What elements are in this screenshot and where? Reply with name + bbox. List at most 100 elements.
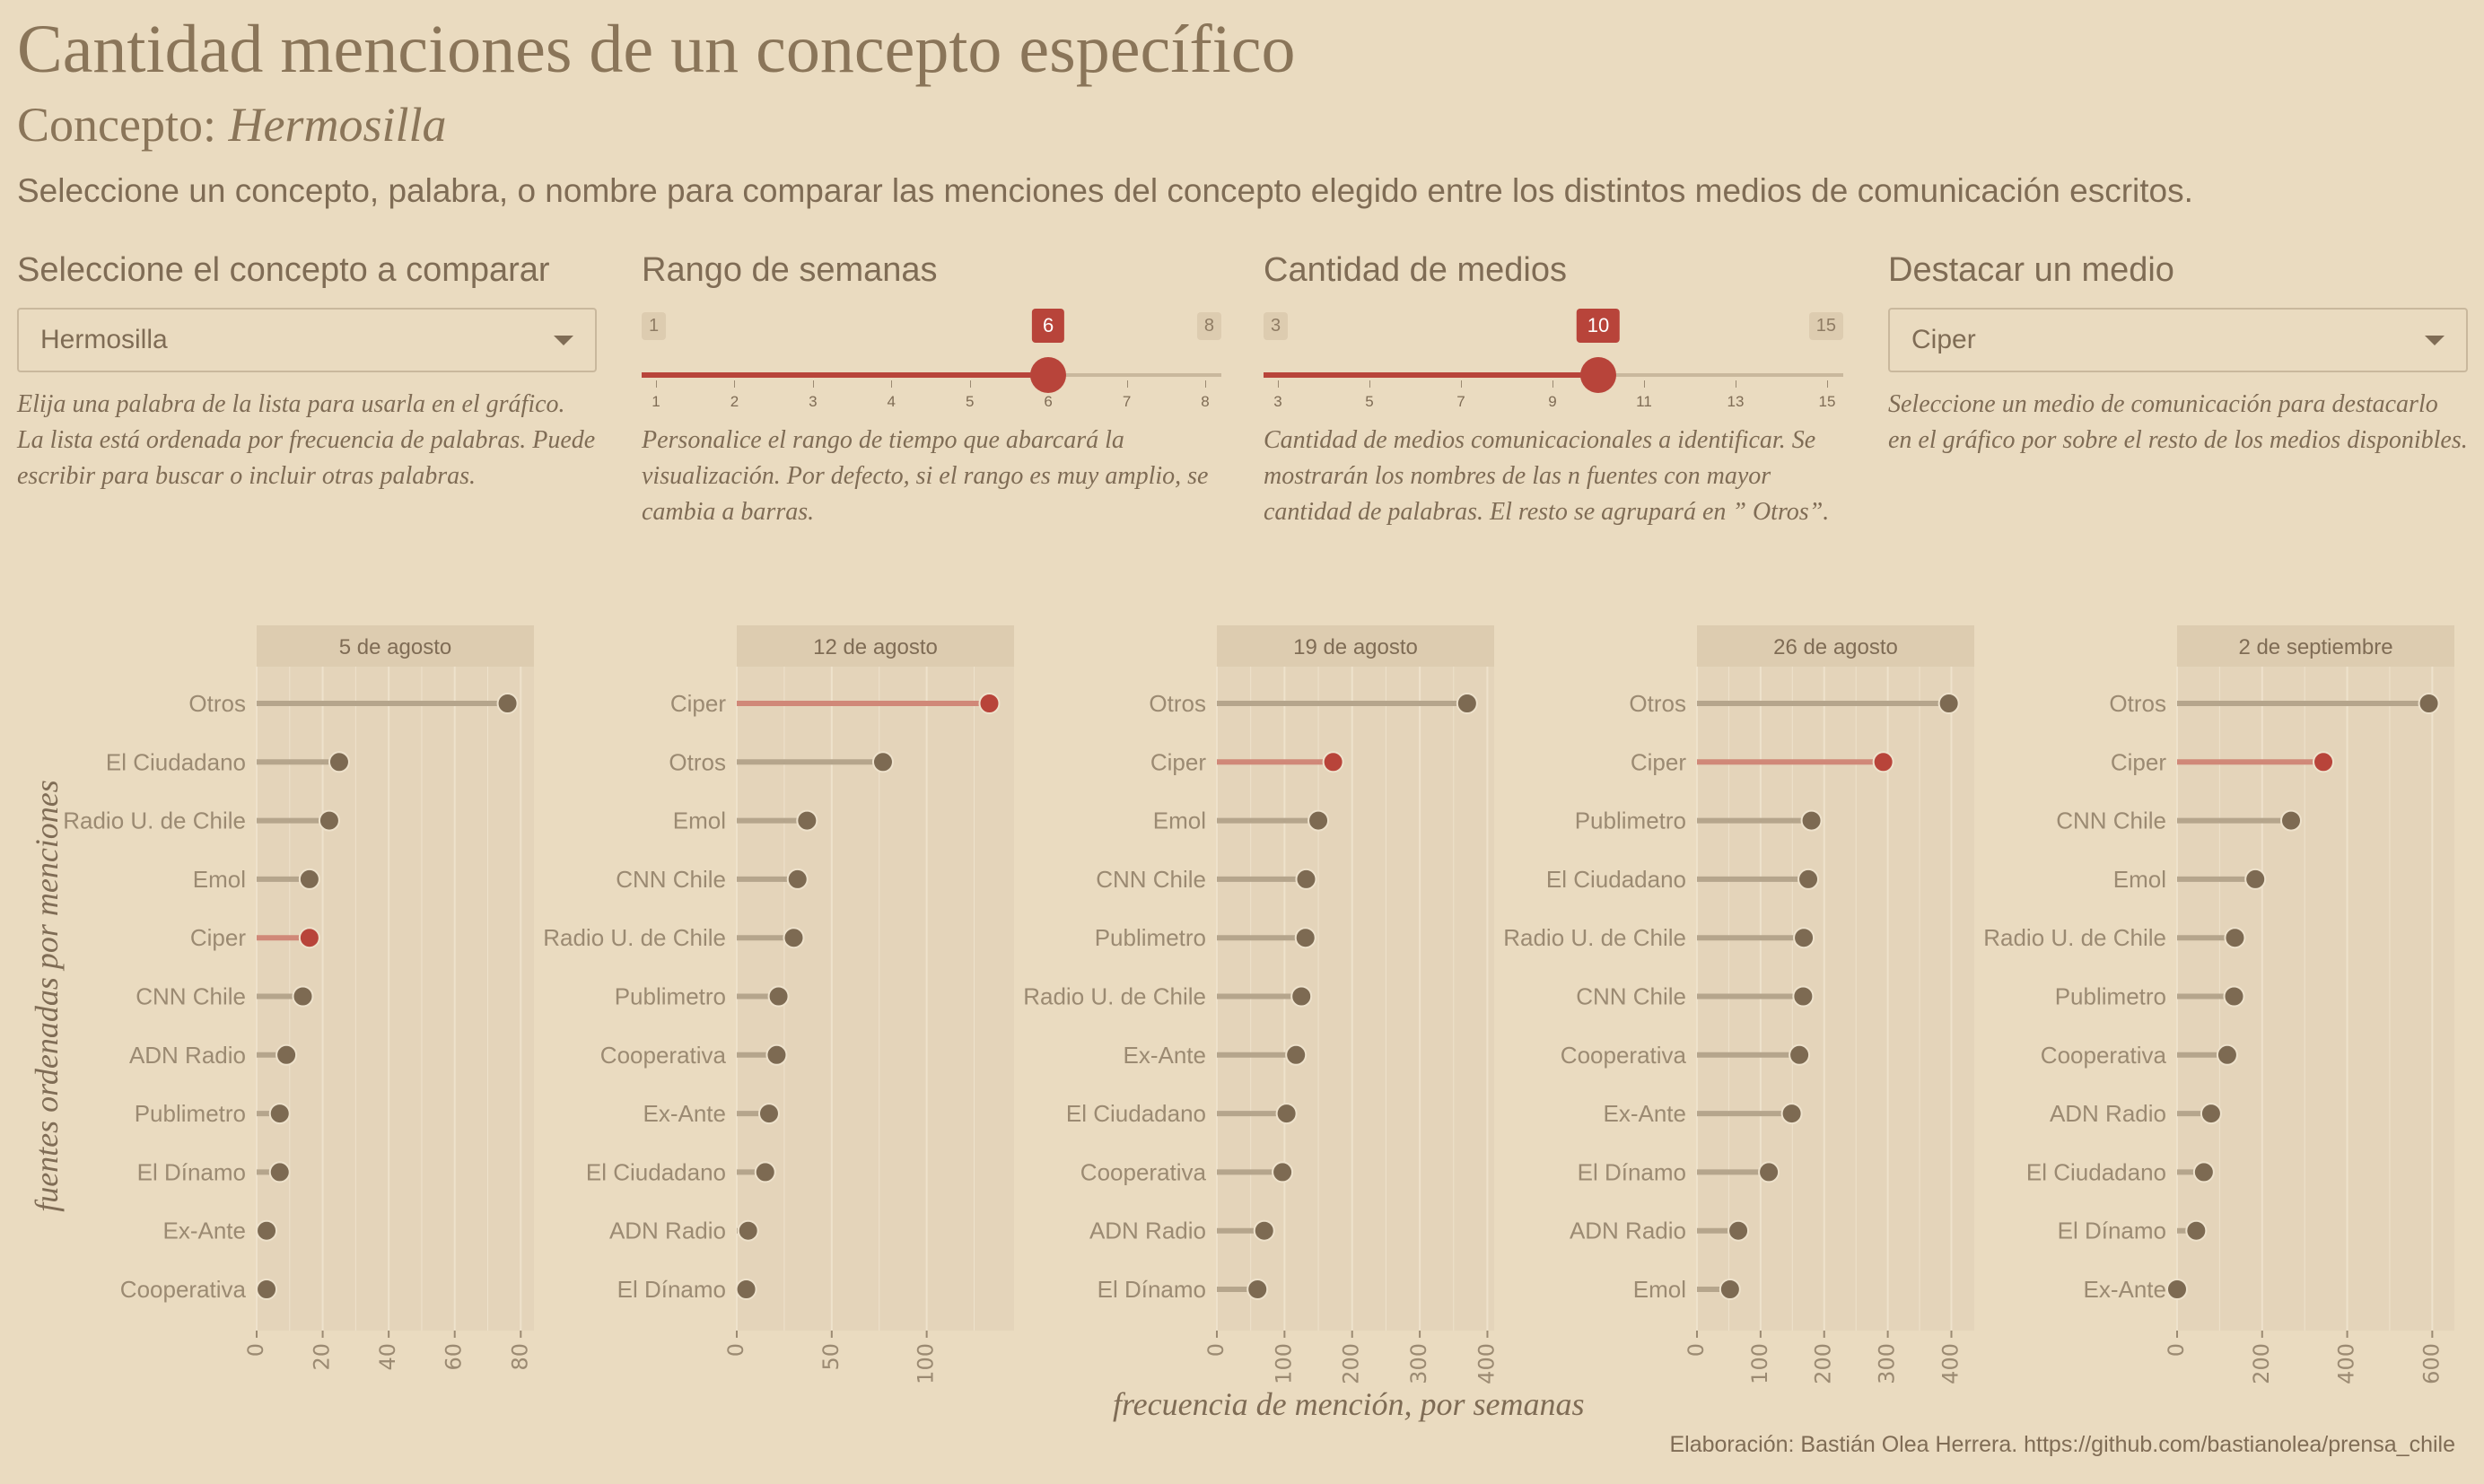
lollipop-point <box>1727 1219 1750 1242</box>
lollipop-point <box>2216 1043 2238 1066</box>
slider-tick-label: 6 <box>1044 393 1053 410</box>
lollipop-point <box>1294 927 1316 949</box>
category-label: El Ciudadano <box>586 1158 726 1185</box>
slider-fill <box>642 372 1049 378</box>
category-label: Ex-Ante <box>163 1218 247 1244</box>
media-slider[interactable]: 3 15 10 3 5 7 9 11 13 15 <box>1264 251 1843 410</box>
category-label: Otros <box>1629 690 1686 717</box>
highlight-point <box>978 693 1001 714</box>
category-label: Cooperativa <box>1561 1042 1687 1069</box>
lollipop-point <box>2166 1279 2188 1300</box>
concept-select[interactable]: Hermosilla <box>17 308 597 372</box>
highlight-select[interactable]: Ciper <box>1888 308 2468 372</box>
x-tick-label: 0 <box>243 1343 268 1357</box>
x-tick-label: 600 <box>2418 1343 2444 1384</box>
slider-tick <box>891 380 893 388</box>
slider-tick-label: 9 <box>1548 393 1557 410</box>
media-control: Cantidad de medios 3 15 10 3 5 7 9 11 13 15 Canti… <box>1264 251 1843 530</box>
lollipop-point <box>2200 1103 2222 1125</box>
slider-tick <box>1552 380 1553 388</box>
lollipop-point <box>1789 1043 1811 1066</box>
x-tick-label: 200 <box>2249 1343 2274 1384</box>
page-description: Seleccione un concepto, palabra, o nombr… <box>17 172 2193 209</box>
slider-handle[interactable] <box>1580 357 1616 393</box>
lollipop-point <box>1456 693 1478 714</box>
category-label: Radio U. de Chile <box>63 807 246 834</box>
concept-value: Hermosilla <box>40 325 168 354</box>
lollipop-point <box>767 985 790 1008</box>
category-label: Publimetro <box>615 983 726 1010</box>
slider-handle[interactable] <box>1030 357 1067 393</box>
weeks-slider[interactable]: 1 8 6 1 2 3 4 5 6 7 8 <box>642 251 1221 410</box>
x-tick-label: 0 <box>1684 1343 1709 1357</box>
category-label: Radio U. de Chile <box>1023 983 1206 1010</box>
lollipop-point <box>1246 1279 1269 1300</box>
slider-tick <box>969 380 971 388</box>
facet-panel: 2 de septiembre 0 200 400 600 Otros Ciper CNN C… <box>1983 625 2454 1384</box>
slider-tick-label: 15 <box>1818 393 1836 410</box>
lollipop-point <box>268 1161 291 1183</box>
slider-fill <box>1264 372 1598 378</box>
facet-title: 2 de septiembre <box>2238 635 2392 659</box>
x-tick-label: 300 <box>1406 1343 1431 1384</box>
category-label: CNN Chile <box>616 866 726 893</box>
category-label: El Ciudadano <box>2026 1158 2166 1185</box>
highlight-label: Destacar un medio <box>1888 251 2174 289</box>
lollipop-point <box>1308 809 1330 832</box>
x-tick-label: 0 <box>2164 1343 2189 1357</box>
category-label: El Dínamo <box>617 1276 726 1303</box>
facet-panel: 26 de agosto 0 100 200 300 400 Otros Ciper Publi… <box>1503 625 1974 1384</box>
x-tick-label: 100 <box>1271 1343 1296 1384</box>
highlight-point <box>2313 751 2335 773</box>
lollipop-point <box>1272 1161 1294 1183</box>
category-label: El Dínamo <box>1098 1276 1206 1303</box>
category-label: Publimetro <box>1575 807 1686 834</box>
category-label: Radio U. de Chile <box>1983 924 2166 951</box>
lollipop-point <box>2192 1161 2215 1183</box>
lollipop-point <box>2418 693 2440 714</box>
category-label: Otros <box>669 748 726 775</box>
slider-tick <box>1126 380 1128 388</box>
media-label: Cantidad de medios <box>1264 251 1567 289</box>
facet-strip <box>257 625 534 667</box>
slider-tick <box>1644 380 1645 388</box>
category-label: Ciper <box>670 690 726 717</box>
category-label: Otros <box>2109 690 2166 717</box>
highlight-point <box>1322 751 1344 773</box>
lollipop-point <box>1780 1103 1803 1125</box>
facet-title: 26 de agosto <box>1773 635 1898 659</box>
slider-max-label: 15 <box>1808 312 1843 340</box>
slider-max-label: 8 <box>1196 312 1221 340</box>
media-help: Cantidad de medios comunicacionales a id… <box>1264 426 1830 526</box>
highlight-control: Destacar un medio Ciper Seleccione un me… <box>1888 251 2468 458</box>
category-label: CNN Chile <box>136 983 246 1010</box>
x-tick-label: 400 <box>1474 1343 1499 1384</box>
slider-tick-label: 3 <box>809 393 818 410</box>
category-label: ADN Radio <box>129 1042 246 1069</box>
category-label: ADN Radio <box>1570 1218 1686 1244</box>
facet-panel: 5 de agosto 0 20 40 60 80 Otros El Ciudadano Rad… <box>63 625 534 1371</box>
category-label: Emol <box>1633 1276 1686 1303</box>
caption: Elaboración: Bastián Olea Herrera. https… <box>1669 1432 2455 1457</box>
slider-min-label: 3 <box>1264 312 1289 340</box>
slider-tick <box>656 380 657 388</box>
category-label: El Dínamo <box>1578 1158 1686 1185</box>
x-tick-label: 20 <box>310 1343 335 1371</box>
category-label: Emol <box>2113 866 2166 893</box>
category-label: Ciper <box>2111 748 2166 775</box>
facet-strip <box>1697 625 1974 667</box>
slider-tick <box>1827 380 1828 388</box>
highlight-value: Ciper <box>1911 325 1976 354</box>
lollipop-point <box>1295 868 1317 890</box>
slider-tick-label: 8 <box>1201 393 1210 410</box>
facet-title: 12 de agosto <box>813 635 938 659</box>
facet-panel: 19 de agosto 0 100 200 300 400 Otros Ciper Emol C… <box>1023 625 1499 1384</box>
lollipop-point <box>2280 809 2303 832</box>
x-tick-label: 400 <box>1937 1343 1963 1384</box>
slider-tick <box>1369 380 1370 388</box>
category-label: El Dínamo <box>2058 1218 2166 1244</box>
x-axis-label: frecuencia de mención, por semanas <box>1113 1386 1585 1422</box>
category-label: Emol <box>1153 807 1206 834</box>
facet-strip <box>1217 625 1494 667</box>
